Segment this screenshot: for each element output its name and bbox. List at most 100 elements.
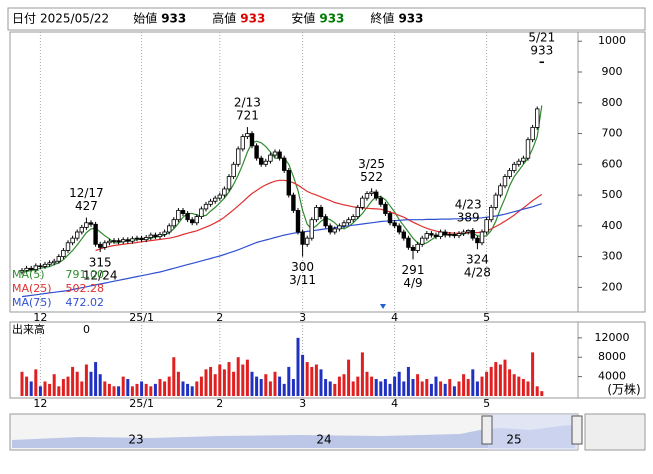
ma-line <box>95 179 543 252</box>
volume-bar <box>521 379 525 396</box>
x-tick-label: 5 <box>483 397 490 410</box>
volume-bar <box>199 376 203 396</box>
volume-bar <box>57 386 61 396</box>
navigator-handle-right[interactable] <box>571 415 583 445</box>
volume-bar <box>213 374 217 396</box>
candle-body <box>226 176 232 190</box>
annotation-date: 12/17 <box>69 186 104 200</box>
annotation-date: 12/24 <box>83 269 118 283</box>
candle-body <box>461 231 466 234</box>
volume-bar <box>360 352 364 396</box>
volume-bar <box>429 383 433 396</box>
volume-bar <box>388 383 392 396</box>
y-tick-label: 300 <box>602 250 623 263</box>
volume-bar <box>374 379 378 396</box>
candle-body <box>433 234 439 238</box>
candle-body <box>130 238 135 242</box>
candle-body <box>456 233 462 237</box>
candle-body <box>539 61 544 64</box>
volume-bar <box>94 362 98 396</box>
y-tick-label: 1000 <box>598 34 626 47</box>
volume-bar <box>98 374 102 396</box>
volume-bar <box>227 362 231 396</box>
volume-bar <box>402 381 406 396</box>
volume-bar <box>209 366 213 396</box>
volume-bar <box>365 371 369 396</box>
legend-value: 502.28 <box>66 282 105 295</box>
volume-bar <box>351 381 355 396</box>
x-tick-label: 12 <box>33 397 47 410</box>
volume-bar <box>526 381 530 396</box>
candle-body <box>373 191 379 199</box>
x-tick-label: 25/1 <box>129 311 154 324</box>
volume-bar <box>475 381 479 396</box>
volume-bar <box>38 386 42 396</box>
info-value: 933 <box>398 12 423 26</box>
legend-value: 472.02 <box>66 296 105 309</box>
navigator-handle-left[interactable] <box>481 415 493 445</box>
candle-body <box>153 234 158 238</box>
candle-body <box>424 233 429 239</box>
volume-bar <box>406 366 410 396</box>
candle-body <box>415 243 420 251</box>
candle-body <box>419 237 425 245</box>
volume-bar <box>241 364 245 396</box>
y-tick-label: 800 <box>602 96 623 109</box>
volume-bar <box>278 376 282 396</box>
volume-bar <box>25 376 29 396</box>
candle-body <box>171 219 176 227</box>
candle-body <box>217 194 222 199</box>
navigator-window[interactable] <box>488 414 578 450</box>
candle-body <box>194 216 199 224</box>
volume-bar <box>236 357 240 396</box>
info-label: 終値 <box>370 11 394 26</box>
volume-bar <box>333 383 337 396</box>
volume-bar <box>480 376 484 396</box>
volume-bar <box>287 366 291 396</box>
volume-bar <box>204 369 208 396</box>
volume-tick-label: 8000 <box>598 350 626 363</box>
price-panel <box>9 31 579 313</box>
candle-body <box>521 157 526 162</box>
volume-bar <box>462 374 466 396</box>
candle-body <box>465 230 471 233</box>
navigator-scroll[interactable] <box>584 413 646 451</box>
candle-body <box>327 225 333 233</box>
volume-bar <box>112 386 116 396</box>
candle-body <box>277 151 282 159</box>
volume-bar <box>181 381 185 396</box>
candle-body <box>378 197 383 205</box>
annotation-date: 3/11 <box>289 273 316 287</box>
x-tick-label: 3 <box>299 311 306 324</box>
candle-body <box>369 191 374 194</box>
volume-bar <box>250 371 254 396</box>
candle-body <box>535 108 540 128</box>
annotation-value: 389 <box>457 211 480 225</box>
candle-body <box>396 225 402 233</box>
candle-body <box>84 222 89 228</box>
plot-layer: 日付 2025/05/22 始値 933 高値 933 安値 933 終値 933 12 12 25/1… <box>12 11 641 447</box>
x-tick-label: 2 <box>216 397 223 410</box>
volume-bar <box>149 386 153 396</box>
candle-body <box>148 234 153 238</box>
candle-body <box>309 219 314 239</box>
annotation-date: 4/9 <box>403 276 422 290</box>
volume-bar <box>245 359 249 396</box>
volume-bar <box>347 359 351 396</box>
volume-bar <box>84 364 88 396</box>
candle-body <box>268 154 273 162</box>
volume-title: 出来高 <box>12 322 45 336</box>
candle-body <box>139 237 144 241</box>
volume-bar <box>434 376 438 396</box>
candle-body <box>332 228 337 233</box>
volume-bar <box>452 386 456 396</box>
candle-body <box>111 240 117 242</box>
candle-body <box>52 260 57 264</box>
candle-body <box>525 139 531 159</box>
legend-name: MA(25) <box>12 282 52 295</box>
navigator-label: 24 <box>316 433 331 447</box>
annotation-value: 427 <box>75 199 98 213</box>
volume-bar <box>535 386 539 396</box>
volume-axis-panel <box>577 321 646 399</box>
candle-body <box>235 148 241 165</box>
